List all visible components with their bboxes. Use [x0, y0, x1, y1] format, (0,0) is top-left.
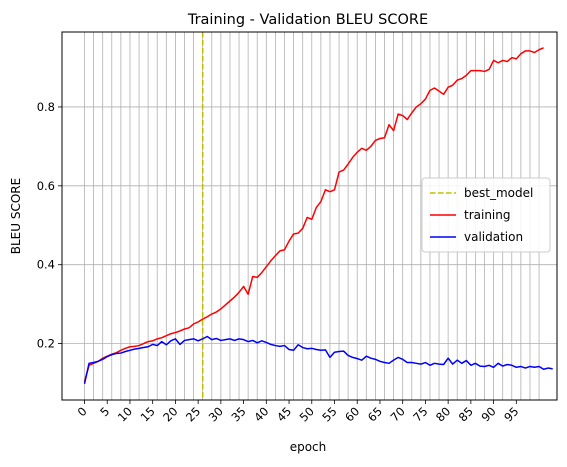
x-tick-label: 10	[115, 404, 135, 424]
series-training-line	[83, 47, 544, 383]
series-validation-line	[83, 335, 553, 384]
x-axis: 0 5 10 15 20 25 30 35 40 45 50 55 60 65 70 75 80 85 90 95	[75, 400, 521, 424]
x-tick-label: 60	[342, 404, 362, 424]
x-tick-label: 25	[183, 404, 203, 424]
x-tick-label: 5	[97, 404, 112, 419]
x-tick-label: 90	[478, 404, 498, 424]
y-tick-label: 0.6	[37, 179, 55, 193]
x-tick-label: 95	[501, 404, 521, 424]
x-tick-label: 85	[456, 404, 476, 424]
legend-label-best_model: best_model	[464, 186, 533, 200]
x-tick-label: 65	[365, 404, 385, 424]
legend-label-validation: validation	[464, 230, 523, 244]
x-tick-label: 45	[274, 404, 294, 424]
x-tick-label: 70	[388, 404, 408, 424]
y-axis-label: BLEU SCORE	[9, 178, 23, 254]
legend: best_model training validation	[421, 177, 551, 253]
chart-title: Training - Validation BLEU SCORE	[187, 12, 428, 28]
y-tick-label: 0.4	[37, 258, 55, 272]
x-tick-label: 30	[206, 404, 226, 424]
legend-label-training: training	[464, 208, 511, 222]
x-tick-label: 40	[251, 404, 271, 424]
x-tick-label: 20	[160, 404, 180, 424]
plot-frame	[61, 31, 558, 401]
y-axis: 0.2 0.4 0.6 0.8	[37, 100, 62, 351]
x-tick-label: 0	[75, 404, 90, 419]
x-tick-label: 80	[433, 404, 453, 424]
series-layer	[83, 32, 553, 400]
y-tick-label: 0.8	[37, 100, 55, 114]
x-tick-label: 35	[228, 404, 248, 424]
x-tick-label: 15	[138, 404, 158, 424]
x-tick-label: 50	[297, 404, 317, 424]
legend-box	[421, 177, 551, 253]
x-tick-label: 75	[410, 404, 430, 424]
x-tick-label: 55	[319, 404, 339, 424]
y-tick-label: 0.2	[37, 337, 55, 351]
x-axis-label: epoch	[290, 440, 327, 454]
